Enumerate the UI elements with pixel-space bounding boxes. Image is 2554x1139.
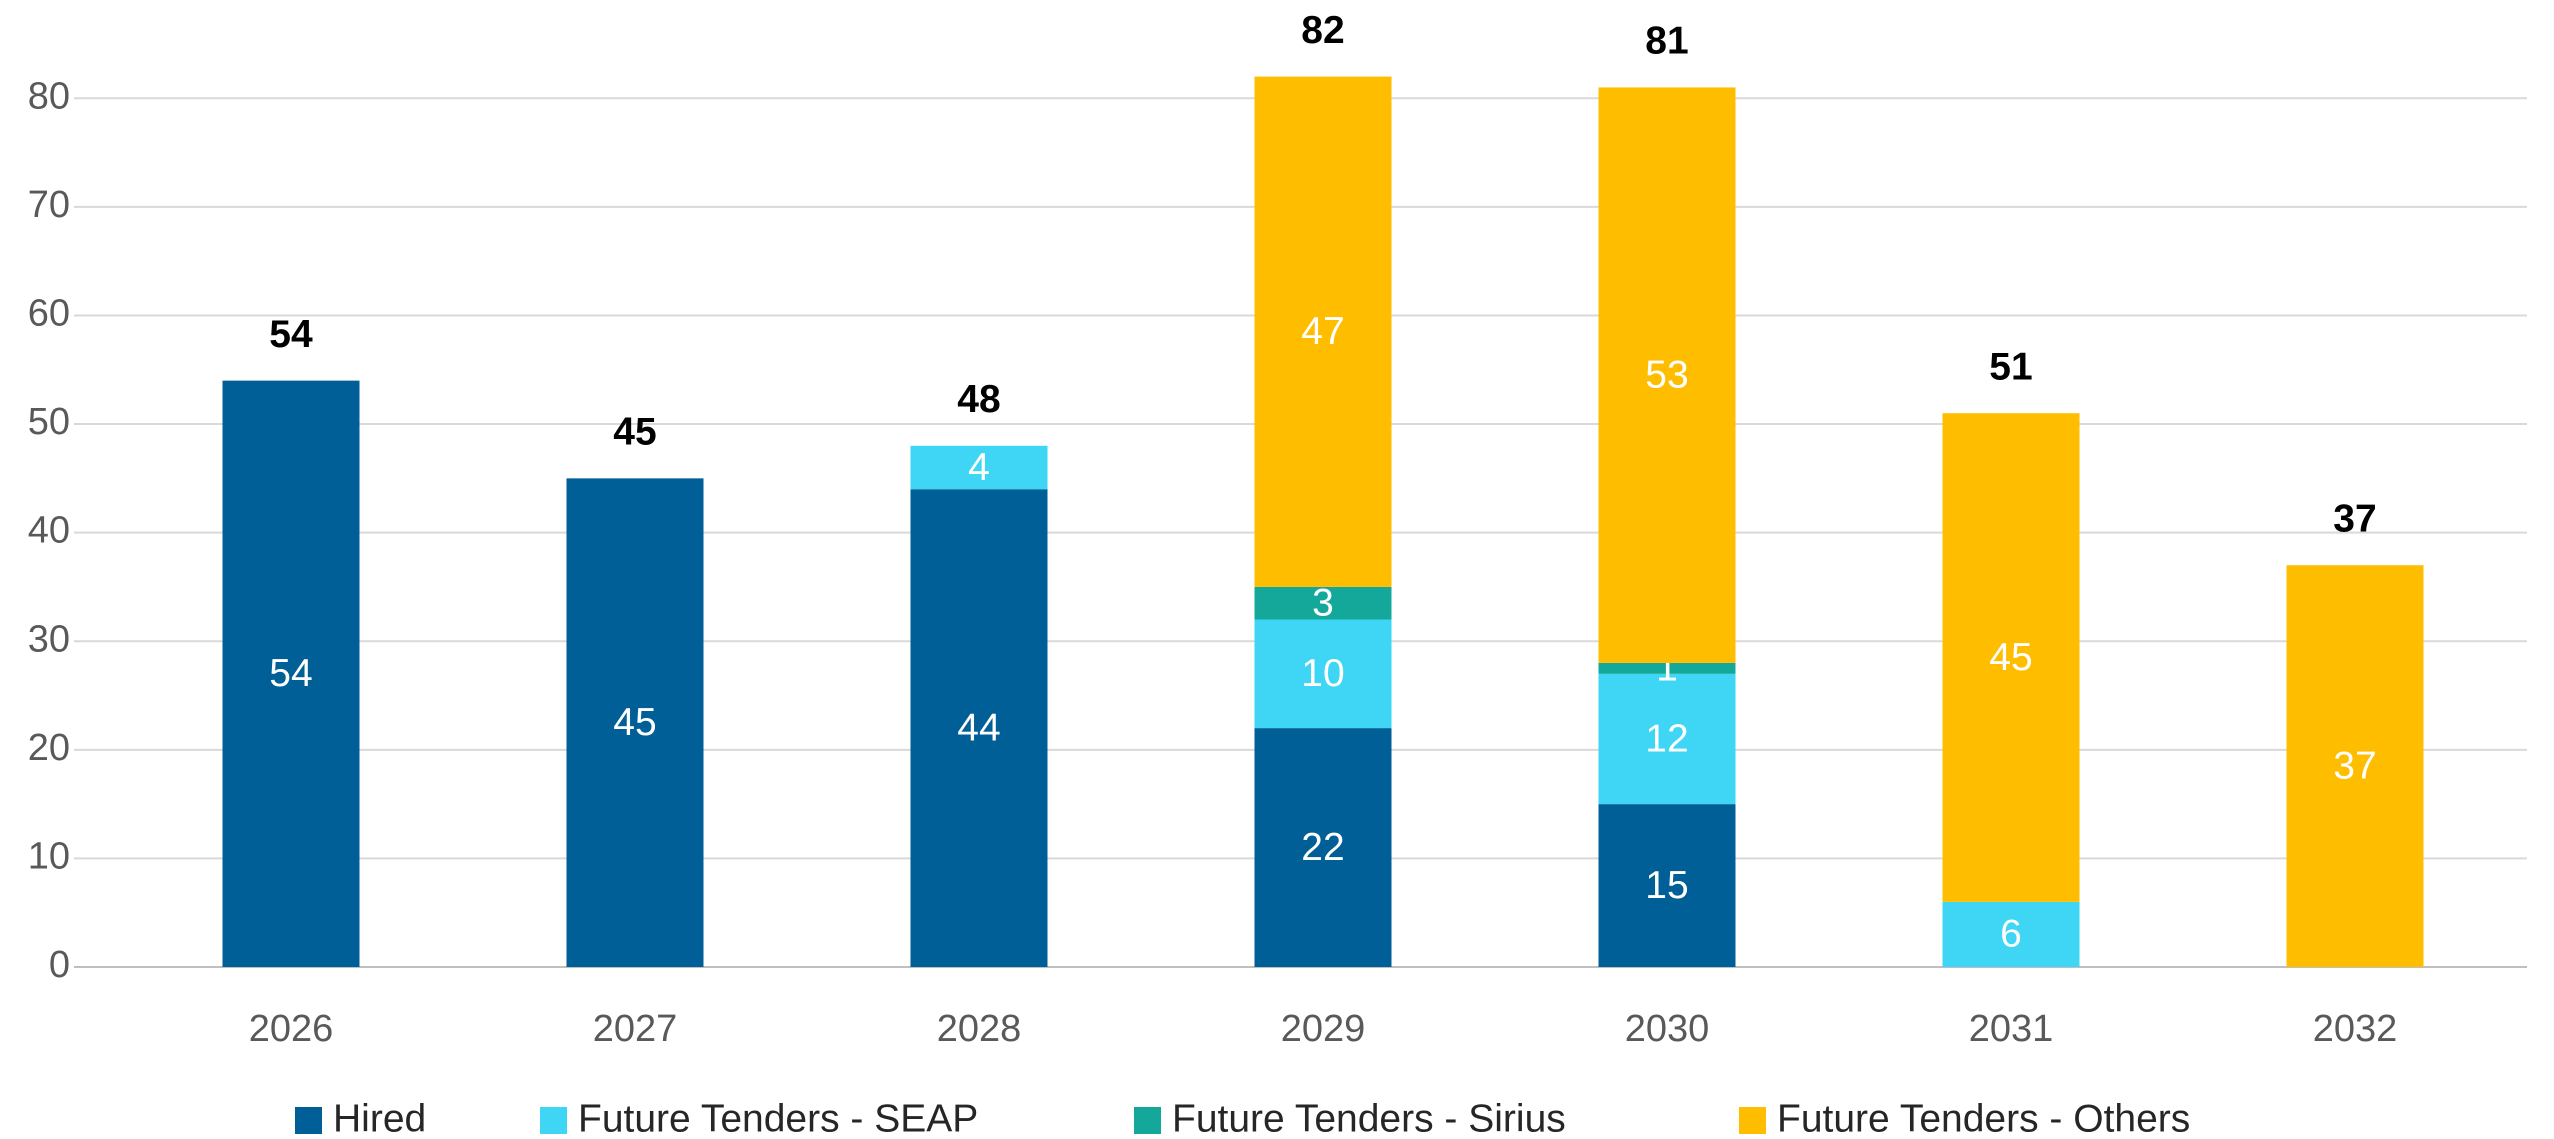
bar-segment <box>1254 728 1392 967</box>
segment-label: 4 <box>968 446 990 489</box>
legend-swatch <box>540 1107 567 1134</box>
bar-segment <box>566 478 704 967</box>
segment-label: 44 <box>957 706 1000 749</box>
segment-label: 45 <box>1989 636 2032 679</box>
bar-segment <box>222 380 360 967</box>
bar-segment <box>1598 87 1736 663</box>
total-label: 37 <box>2333 498 2376 541</box>
segment-label: 45 <box>613 701 656 744</box>
total-label: 48 <box>957 378 1000 421</box>
x-tick-label: 2030 <box>1625 1008 1710 1050</box>
legend-swatch <box>295 1107 322 1134</box>
bar-segment <box>910 489 1048 967</box>
x-tick-label: 2031 <box>1969 1008 2054 1050</box>
segment-label: 47 <box>1301 310 1344 353</box>
bar-segment <box>1598 673 1736 805</box>
y-tick-label: 0 <box>49 944 70 986</box>
bar-segment <box>1254 76 1392 587</box>
bar-segment <box>2286 565 2424 967</box>
y-tick-label: 80 <box>28 75 70 117</box>
legend-swatch <box>1134 1107 1161 1134</box>
legend-label: Hired <box>333 1097 426 1139</box>
bar-segment <box>1254 619 1392 729</box>
x-tick-label: 2028 <box>937 1008 1022 1050</box>
y-tick-label: 10 <box>28 835 70 877</box>
x-tick-label: 2032 <box>2313 1008 2398 1050</box>
bar-segment <box>1942 413 2080 902</box>
bar-segment <box>1254 586 1392 620</box>
x-tick-label: 2029 <box>1281 1008 1366 1050</box>
x-tick-label: 2027 <box>593 1008 678 1050</box>
legend-label: Future Tenders - Others <box>1777 1097 2190 1139</box>
total-label: 82 <box>1301 9 1344 52</box>
bar-segment <box>1598 804 1736 967</box>
legend-label: Future Tenders - SEAP <box>578 1097 978 1139</box>
segment-label: 54 <box>269 652 312 695</box>
x-tick-label: 2026 <box>249 1008 334 1050</box>
y-tick-label: 70 <box>28 184 70 226</box>
y-tick-label: 60 <box>28 293 70 335</box>
segment-label: 12 <box>1645 717 1688 760</box>
y-tick-label: 20 <box>28 727 70 769</box>
segment-label: 53 <box>1645 353 1688 396</box>
bar-segment <box>1598 662 1736 674</box>
legend-swatch <box>1739 1107 1766 1134</box>
y-tick-label: 30 <box>28 618 70 660</box>
bar-segment <box>1942 901 2080 967</box>
segment-label: 22 <box>1301 826 1344 869</box>
segment-label: 6 <box>2000 913 2022 956</box>
total-label: 81 <box>1645 20 1688 63</box>
segment-label: 15 <box>1645 864 1688 907</box>
total-label: 54 <box>269 313 313 356</box>
bar-segment <box>910 445 1048 490</box>
y-tick-label: 40 <box>28 510 70 552</box>
y-tick-label: 50 <box>28 401 70 443</box>
legend-label: Future Tenders - Sirius <box>1172 1097 1566 1139</box>
segment-label: 3 <box>1312 582 1334 625</box>
total-label: 51 <box>1989 345 2032 388</box>
total-label: 45 <box>613 411 656 454</box>
segment-label: 10 <box>1301 652 1344 695</box>
segment-label: 37 <box>2333 744 2376 787</box>
